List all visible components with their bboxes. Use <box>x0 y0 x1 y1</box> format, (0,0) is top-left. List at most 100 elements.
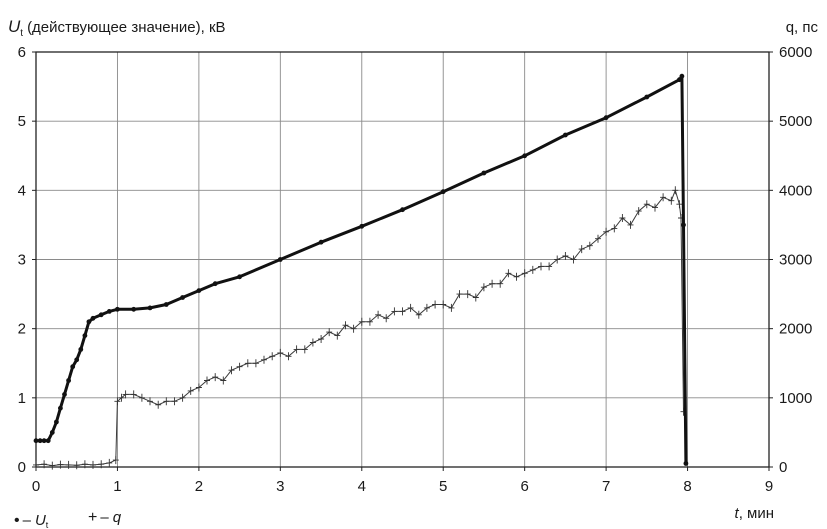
series-q-marker <box>350 324 357 333</box>
y-right-tick-label: 2000 <box>779 321 812 338</box>
y-left-tick-label: 0 <box>18 459 26 476</box>
series-q-marker <box>383 314 390 323</box>
series-u-point <box>33 438 39 444</box>
legend: • – Ut + – q <box>14 509 122 529</box>
series-q-marker <box>261 355 267 364</box>
series-q-marker <box>98 460 105 469</box>
series-q-marker <box>358 317 365 326</box>
series-q-marker <box>423 303 430 312</box>
series-q-marker <box>114 397 121 406</box>
series-q-marker <box>342 321 349 330</box>
series-q-marker <box>554 255 561 264</box>
series-q-marker <box>480 283 487 292</box>
series-u-point <box>440 189 446 195</box>
series-u-point <box>277 257 283 262</box>
series-q-marker <box>106 458 113 467</box>
x-tick-label: 0 <box>32 478 40 495</box>
series-q-marker <box>586 241 593 250</box>
series-u-point <box>54 419 59 425</box>
series-q-marker <box>244 359 251 368</box>
series-q-marker <box>375 310 382 319</box>
x-tick-label: 6 <box>520 478 528 495</box>
series-q-marker <box>179 393 186 402</box>
legend-u-subscript: t <box>46 520 49 529</box>
series-q-marker <box>155 400 162 409</box>
series-q-marker <box>236 362 243 371</box>
series-q-marker <box>672 186 679 195</box>
series-u-point <box>66 378 71 383</box>
series-q-marker <box>204 376 210 385</box>
series-q-marker <box>489 279 496 288</box>
series-q-marker <box>318 335 325 343</box>
y-left-title-text: (действующее значение), кВ <box>27 19 226 36</box>
series-q-marker <box>228 366 235 375</box>
series-u-point <box>677 77 682 83</box>
series-q-marker <box>505 269 512 278</box>
y-left-tick-label: 6 <box>18 44 26 61</box>
series-u-point <box>106 309 112 314</box>
x-tick-label: 4 <box>358 478 366 495</box>
series-q-marker <box>660 193 667 202</box>
series-q-marker <box>366 317 373 326</box>
series-u-point <box>644 94 650 100</box>
series-q-marker <box>603 227 610 236</box>
series-q-marker <box>521 269 528 278</box>
series-u-point <box>163 302 169 307</box>
series-u-point <box>679 73 685 79</box>
series-u-point <box>37 438 43 444</box>
series-u-point <box>41 438 47 444</box>
series-q-marker <box>668 196 675 205</box>
series-q-marker <box>464 290 471 299</box>
series-q-marker <box>112 456 119 465</box>
series-u-point <box>180 295 186 300</box>
series-q-marker <box>118 393 125 402</box>
series-u-point <box>318 239 324 245</box>
series-q-marker <box>562 252 569 260</box>
series-u-point <box>82 333 88 338</box>
legend-u-dash: – <box>23 512 32 529</box>
legend-item-q: + – q <box>88 509 122 526</box>
series-q-marker <box>627 220 634 229</box>
series-q-marker <box>440 300 447 309</box>
y-right-axis-title: q, пс <box>786 19 819 36</box>
series-u-point <box>78 347 84 352</box>
series-q-marker <box>334 331 341 340</box>
series-q-marker <box>326 328 333 337</box>
series-q-marker <box>195 383 202 392</box>
series-u-point <box>359 223 365 229</box>
series-u-point <box>90 315 96 321</box>
series-q-marker <box>138 393 145 402</box>
series-q-marker <box>538 262 544 271</box>
y-left-tick-label: 2 <box>18 321 26 338</box>
series-q-marker <box>33 460 39 469</box>
x-title-text: , мин <box>739 505 774 522</box>
series-q-marker <box>269 352 276 361</box>
series-u-point <box>563 132 568 138</box>
series-u-point <box>481 170 487 176</box>
series-u-point <box>49 430 55 435</box>
series-q-marker <box>187 386 194 395</box>
series-q-marker <box>163 397 170 406</box>
y-left-tick-label: 3 <box>18 252 26 269</box>
series-u-point <box>400 207 405 213</box>
y-right-tick-label: 0 <box>779 459 787 476</box>
series-u-point <box>147 305 153 311</box>
series-q-marker <box>73 461 80 470</box>
series-q-marker <box>652 203 658 212</box>
series-q-marker <box>611 224 618 233</box>
series-q-marker <box>41 460 48 469</box>
series-u-point <box>522 153 528 159</box>
series-q-marker <box>122 390 129 399</box>
series-q-marker <box>635 207 642 216</box>
series-q-marker <box>81 460 88 469</box>
series-q-marker <box>570 255 577 264</box>
series-q-marker <box>676 200 683 209</box>
series-u-point <box>74 357 80 363</box>
x-tick-label: 7 <box>602 478 610 495</box>
x-tick-label: 1 <box>113 478 121 495</box>
series-q-marker <box>252 359 259 368</box>
series-q-marker <box>546 262 553 271</box>
series-q <box>33 186 687 470</box>
series-q-marker <box>399 307 406 316</box>
series-q-marker <box>171 397 178 406</box>
